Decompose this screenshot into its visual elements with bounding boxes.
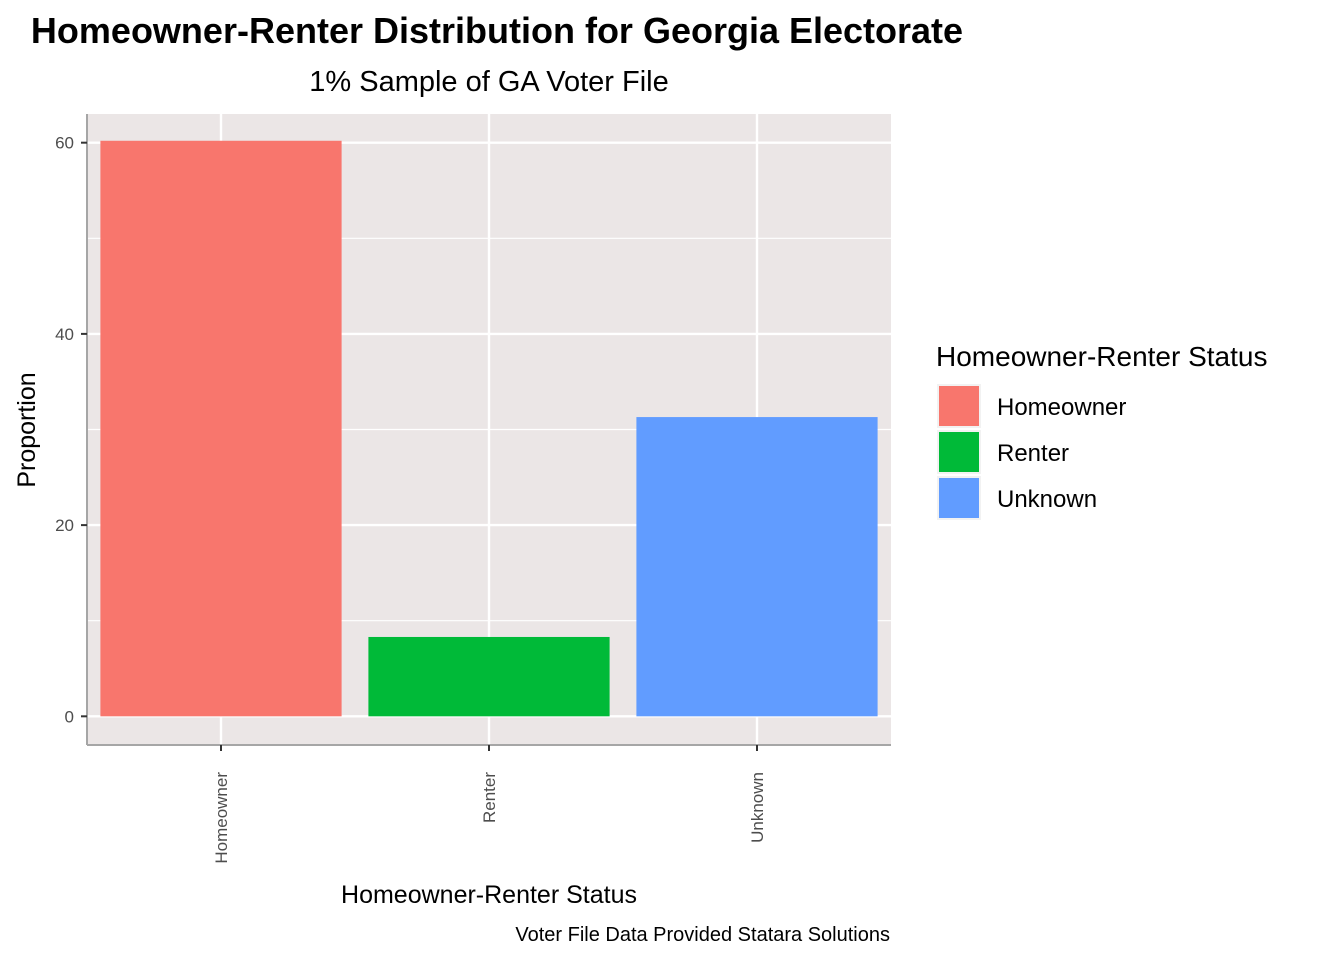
legend: Homeowner Renter Unknown	[937, 384, 1126, 520]
legend-label-unknown: Unknown	[997, 486, 1097, 513]
x-tick-label-2: Unknown	[748, 772, 767, 843]
chart-title: Homeowner-Renter Distribution for Georgi…	[31, 10, 963, 51]
legend-key-homeowner	[939, 386, 979, 426]
legend-key-renter	[939, 432, 979, 472]
legend-title: Homeowner-Renter Status	[936, 341, 1267, 372]
y-tick-label-1: 20	[55, 516, 74, 535]
y-tick-label-2: 40	[55, 325, 74, 344]
bar-homeowner	[100, 140, 342, 717]
y-tick-label-3: 60	[55, 134, 74, 153]
bar-renter	[368, 636, 610, 717]
y-tick-label-0: 0	[65, 707, 74, 726]
bars	[100, 140, 878, 717]
legend-label-renter: Renter	[997, 440, 1069, 467]
chart-subtitle: 1% Sample of GA Voter File	[309, 66, 668, 98]
x-tick-label-1: Renter	[480, 772, 499, 823]
x-axis-title: Homeowner-Renter Status	[341, 881, 637, 909]
legend-key-unknown	[939, 478, 979, 518]
axes: 0 20 40 60 Homeowner Renter Unknown	[55, 114, 891, 864]
x-tick-label-0: Homeowner	[212, 772, 231, 864]
bar-unknown	[636, 417, 878, 717]
caption: Voter File Data Provided Statara Solutio…	[515, 924, 890, 946]
y-axis-title: Proportion	[13, 372, 41, 487]
legend-label-homeowner: Homeowner	[997, 394, 1126, 421]
